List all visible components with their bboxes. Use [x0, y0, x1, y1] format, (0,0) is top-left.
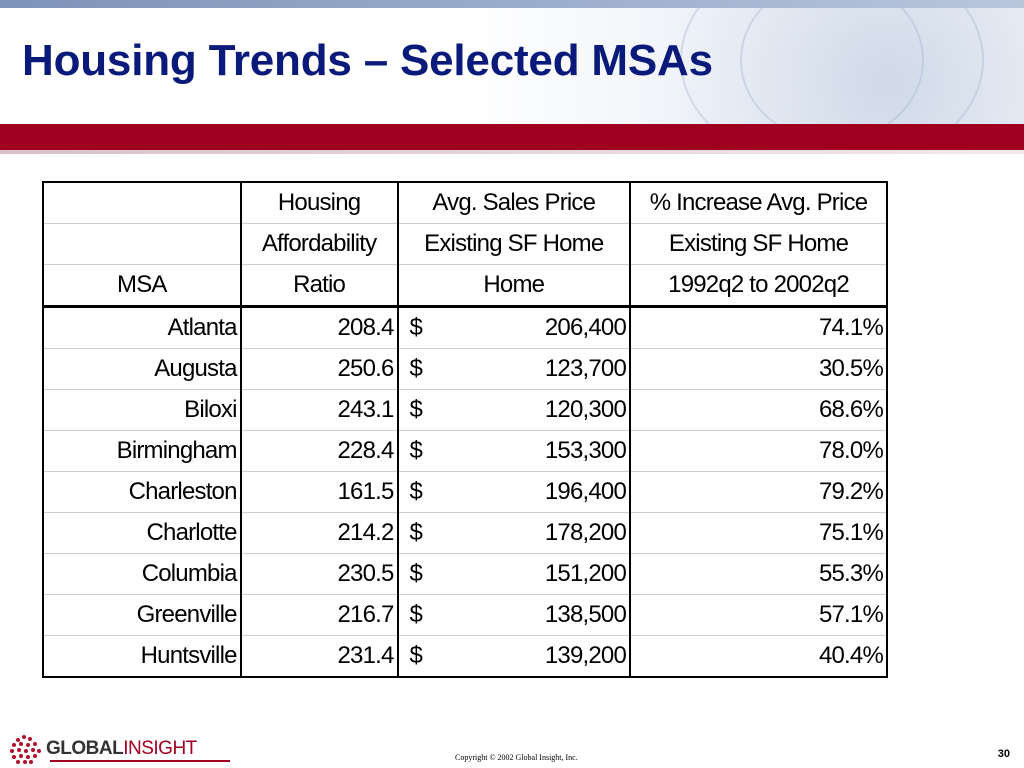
- header-cell: Affordability: [240, 223, 399, 265]
- msa-cell: Charlotte: [43, 512, 242, 554]
- header-cell: Existing SF Home: [630, 223, 887, 265]
- header-background: [0, 8, 1024, 124]
- currency-symbol: $: [409, 642, 423, 669]
- ratio-cell: 216.7: [240, 594, 399, 636]
- price-cell: $139,200: [397, 635, 632, 677]
- price-value: 138,500: [544, 601, 627, 628]
- ratio-cell: 231.4: [240, 635, 399, 677]
- top-accent-bar: [0, 0, 1024, 8]
- header-cell: 1992q2 to 2002q2: [630, 264, 887, 308]
- logo-dot-globe-icon: [8, 733, 42, 765]
- table-row: Columbia 230.5 $151,200 55.3%: [43, 553, 887, 595]
- ratio-cell: 243.1: [240, 389, 399, 431]
- logo-text-light: INSIGHT: [123, 738, 197, 759]
- price-value: 178,200: [544, 519, 627, 546]
- currency-symbol: $: [409, 437, 423, 464]
- currency-symbol: $: [409, 396, 423, 423]
- title-underline-band: [0, 124, 1024, 150]
- global-insight-logo: GLOBALINSIGHT: [8, 733, 230, 765]
- price-cell: $153,300: [397, 430, 632, 472]
- header-cell: Existing SF Home: [397, 223, 632, 265]
- price-cell: $178,200: [397, 512, 632, 554]
- ratio-cell: 214.2: [240, 512, 399, 554]
- table-row: Birmingham 228.4 $153,300 78.0%: [43, 430, 887, 472]
- ratio-cell: 161.5: [240, 471, 399, 513]
- table-header-row: MSA Ratio Home 1992q2 to 2002q2: [43, 264, 887, 308]
- price-cell: $123,700: [397, 348, 632, 390]
- price-value: 139,200: [544, 642, 627, 669]
- increase-cell: 74.1%: [818, 314, 884, 341]
- header-cell: Ratio: [240, 264, 399, 308]
- msa-cell: Charleston: [43, 471, 242, 513]
- increase-cell: 30.5%: [630, 348, 887, 390]
- ratio-cell: 250.6: [240, 348, 399, 390]
- increase-cell: 68.6%: [630, 389, 887, 431]
- header-cell: Housing: [240, 182, 399, 224]
- msa-cell: Atlanta: [43, 306, 242, 349]
- price-cell: $151,200: [397, 553, 632, 595]
- currency-symbol: $: [409, 314, 423, 341]
- msa-cell: Augusta: [43, 348, 242, 390]
- table-row: Charlotte 214.2 $178,200 75.1%: [43, 512, 887, 554]
- header-cell: [43, 182, 242, 224]
- price-cell: $120,300: [397, 389, 632, 431]
- increase-cell: 55.3%: [630, 553, 887, 595]
- increase-cell: 78.0%: [630, 430, 887, 472]
- copyright-notice: Copyright © 2002 Global Insight, Inc.: [455, 753, 578, 762]
- price-value: 120,300: [544, 396, 627, 423]
- ratio-cell: 208.4: [240, 306, 399, 349]
- logo-wordmark: GLOBALINSIGHT: [46, 738, 197, 760]
- ratio-cell: 230.5: [240, 553, 399, 595]
- increase-cell: 79.2%: [630, 471, 887, 513]
- msa-cell: Greenville: [43, 594, 242, 636]
- price-value: 151,200: [544, 560, 627, 587]
- price-value: 123,700: [544, 355, 627, 382]
- table-row: Greenville 216.7 $138,500 57.1%: [43, 594, 887, 636]
- msa-cell: Huntsville: [43, 635, 242, 677]
- increase-cell: 40.4%: [630, 635, 887, 677]
- currency-symbol: $: [409, 560, 423, 587]
- msa-cell: Biloxi: [43, 389, 242, 431]
- increase-cell: 75.1%: [630, 512, 887, 554]
- header-cell: % Increase Avg. Price: [649, 189, 868, 216]
- currency-symbol: $: [409, 478, 423, 505]
- header-cell: MSA: [43, 264, 242, 308]
- price-cell: $138,500: [397, 594, 632, 636]
- header-cell: Home: [397, 264, 632, 308]
- table-header-row: Housing Avg. Sales Price % Increase Avg.…: [43, 182, 887, 224]
- price-cell: $206,400: [397, 306, 632, 349]
- slide-title: Housing Trends – Selected MSAs: [22, 36, 713, 85]
- price-value: 206,400: [544, 314, 627, 341]
- msa-cell: Columbia: [43, 553, 242, 595]
- table-row: Huntsville 231.4 $139,200 40.4%: [43, 635, 887, 677]
- table-header-row: Affordability Existing SF Home Existing …: [43, 223, 887, 265]
- header-cell: [43, 223, 242, 265]
- logo-underline: [50, 760, 230, 762]
- price-cell: $196,400: [397, 471, 632, 513]
- slide-number: 30: [997, 748, 1010, 760]
- housing-trends-table: Housing Avg. Sales Price % Increase Avg.…: [42, 181, 888, 678]
- header-cell: Avg. Sales Price: [397, 182, 632, 224]
- currency-symbol: $: [409, 601, 423, 628]
- globe-ring-decoration: [740, 8, 924, 124]
- msa-cell: Birmingham: [43, 430, 242, 472]
- band-shadow: [0, 150, 1024, 154]
- table-row: Atlanta 208.4 $206,400 74.1%: [43, 306, 887, 349]
- logo-text-bold: GLOBAL: [46, 738, 124, 759]
- table-row: Biloxi 243.1 $120,300 68.6%: [43, 389, 887, 431]
- table-row: Augusta 250.6 $123,700 30.5%: [43, 348, 887, 390]
- price-value: 153,300: [544, 437, 627, 464]
- currency-symbol: $: [409, 519, 423, 546]
- table-row: Charleston 161.5 $196,400 79.2%: [43, 471, 887, 513]
- increase-cell: 57.1%: [630, 594, 887, 636]
- currency-symbol: $: [409, 355, 423, 382]
- globe-ring-decoration: [680, 8, 984, 124]
- price-value: 196,400: [544, 478, 627, 505]
- ratio-cell: 228.4: [240, 430, 399, 472]
